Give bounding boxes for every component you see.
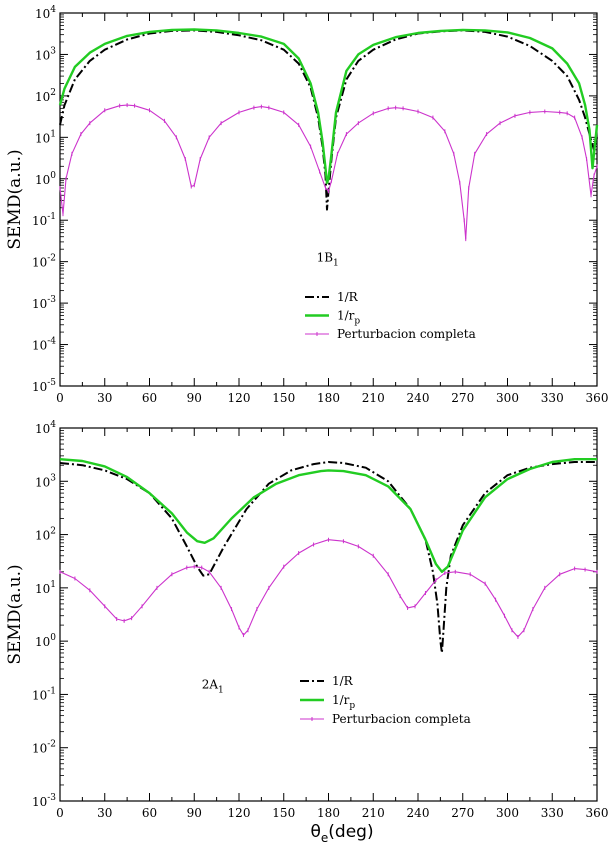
x-tick-label: 300 xyxy=(496,391,519,405)
x-tick-label: 180 xyxy=(317,391,340,405)
x-tick-label: 30 xyxy=(97,806,112,820)
x-tick-label: 90 xyxy=(187,391,202,405)
x-tick-label: 60 xyxy=(142,806,157,820)
y-tick-label: 104 xyxy=(35,5,56,21)
x-tick-label: 270 xyxy=(451,391,474,405)
plot-frame xyxy=(59,427,598,802)
x-tick-label: 330 xyxy=(541,806,564,820)
x-tick-label: 330 xyxy=(541,391,564,405)
y-tick-label: 103 xyxy=(35,473,56,489)
x-tick-label: 150 xyxy=(272,806,295,820)
y-tick-label: 104 xyxy=(35,420,56,436)
series-line-2 xyxy=(59,539,598,638)
state-label: 2A1 xyxy=(202,677,224,695)
x-axis-label-unit: (deg) xyxy=(328,822,373,842)
y-tick-label: 101 xyxy=(35,129,56,145)
y-tick-label: 10-1 xyxy=(32,212,56,228)
x-tick-label: 360 xyxy=(586,806,608,820)
x-axis-label: θe(deg) xyxy=(311,822,374,845)
y-tick-label: 100 xyxy=(35,633,56,649)
x-axis-label-sub: e xyxy=(321,831,328,845)
x-tick-label: 60 xyxy=(142,391,157,405)
legend-label-2: Perturbacion completa xyxy=(332,712,471,726)
x-tick-label: 120 xyxy=(228,391,251,405)
y-tick-label: 101 xyxy=(35,580,56,596)
y-tick-label: 102 xyxy=(35,88,56,104)
y-tick-label: 102 xyxy=(35,527,56,543)
y-tick-label: 10-4 xyxy=(32,337,56,353)
x-tick-label: 90 xyxy=(187,806,202,820)
x-tick-label: 210 xyxy=(362,806,385,820)
x-tick-label: 0 xyxy=(56,391,64,405)
y-tick-label: 10-5 xyxy=(32,378,56,394)
x-tick-label: 210 xyxy=(362,391,385,405)
y-tick-label: 10-1 xyxy=(32,686,56,702)
plot-frame xyxy=(59,12,598,387)
series-line-1 xyxy=(59,458,597,573)
x-tick-label: 270 xyxy=(451,806,474,820)
y-tick-label: 10-3 xyxy=(32,793,56,809)
series-line-0 xyxy=(59,29,598,211)
y-tick-label: 10-2 xyxy=(32,740,56,756)
state-label: 1B1 xyxy=(317,251,339,269)
x-tick-label: 360 xyxy=(586,391,608,405)
top-chart-panel: 0 30 60 90 120 150 180 210 240 270 300 330 360 10-5 10… xyxy=(5,5,608,405)
y-axis-label: SEMD(a.u.) xyxy=(5,564,25,664)
y-tick-label: 103 xyxy=(35,46,56,62)
bottom-chart-panel: 0 30 60 90 120 150 180 210 240 270 300 330 360 10-3 10… xyxy=(5,420,608,845)
y-tick-label: 100 xyxy=(35,171,56,187)
x-tick-label: 150 xyxy=(272,391,295,405)
series-line-1 xyxy=(58,28,599,184)
x-tick-label: 240 xyxy=(407,391,430,405)
y-tick-label: 10-2 xyxy=(32,254,56,270)
x-tick-label: 240 xyxy=(407,806,430,820)
y-tick-label: 10-3 xyxy=(32,295,56,311)
x-tick-label: 120 xyxy=(228,806,251,820)
x-tick-label: 300 xyxy=(496,806,519,820)
legend-label-0: 1/R xyxy=(337,290,359,304)
legend-label-2: Perturbacion completa xyxy=(337,327,476,341)
y-axis-label: SEMD(a.u.) xyxy=(5,149,25,249)
legend-label-1: 1/rp xyxy=(337,309,360,327)
series-line-0 xyxy=(59,461,597,654)
x-tick-label: 30 xyxy=(97,391,112,405)
x-tick-label: 0 xyxy=(56,806,64,820)
legend-label-1: 1/rp xyxy=(332,693,355,711)
legend-label-0: 1/R xyxy=(332,674,354,688)
x-tick-label: 180 xyxy=(317,806,340,820)
x-axis-label-main: θ xyxy=(311,822,321,842)
